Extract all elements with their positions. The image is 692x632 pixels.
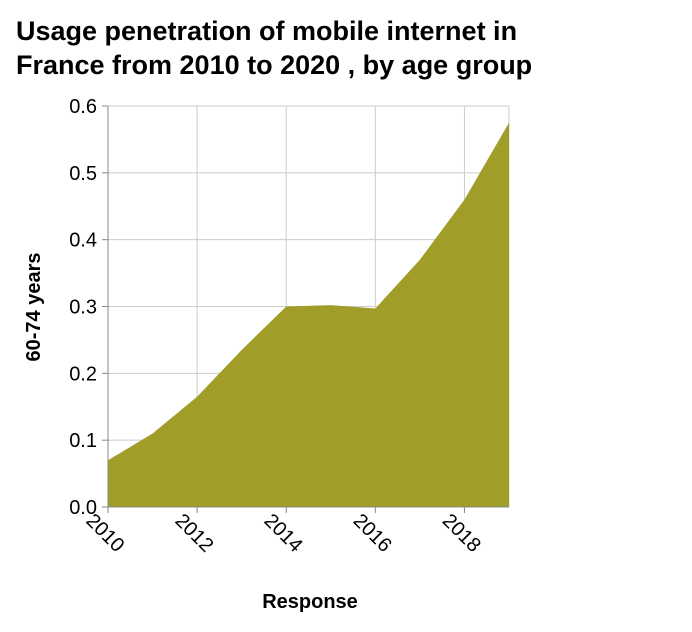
y-tick-label: 0.3 xyxy=(69,297,97,319)
y-tick-label: 0.5 xyxy=(69,163,97,185)
chart-title: Usage penetration of mobile internet in … xyxy=(16,14,686,82)
x-tick-label: 2012 xyxy=(171,510,218,557)
y-axis-ticks: 0.0 0.1 0.2 0.3 0.4 0.5 0.6 xyxy=(69,96,108,519)
x-tick-label: 2014 xyxy=(260,510,307,557)
y-tick-label: 0.2 xyxy=(69,363,97,385)
chart-title-line-1: Usage penetration of mobile internet in xyxy=(16,16,518,46)
y-tick-label: 0.6 xyxy=(69,96,97,118)
area-series xyxy=(108,122,509,507)
area-layer xyxy=(108,122,509,507)
x-axis-ticks: 2010 2012 2014 2016 2018 xyxy=(81,507,485,557)
y-tick-label: 0.4 xyxy=(69,230,97,252)
x-tick-label: 2018 xyxy=(438,510,485,557)
x-axis-label: Response xyxy=(262,591,358,613)
x-tick-label: 2016 xyxy=(349,510,396,557)
chart-title-line-2: France from 2010 to 2020 , by age group xyxy=(16,50,533,80)
y-tick-label: 0.0 xyxy=(69,497,97,519)
y-tick-label: 0.1 xyxy=(69,430,97,452)
y-axis-label: 60-74 years xyxy=(23,253,45,362)
